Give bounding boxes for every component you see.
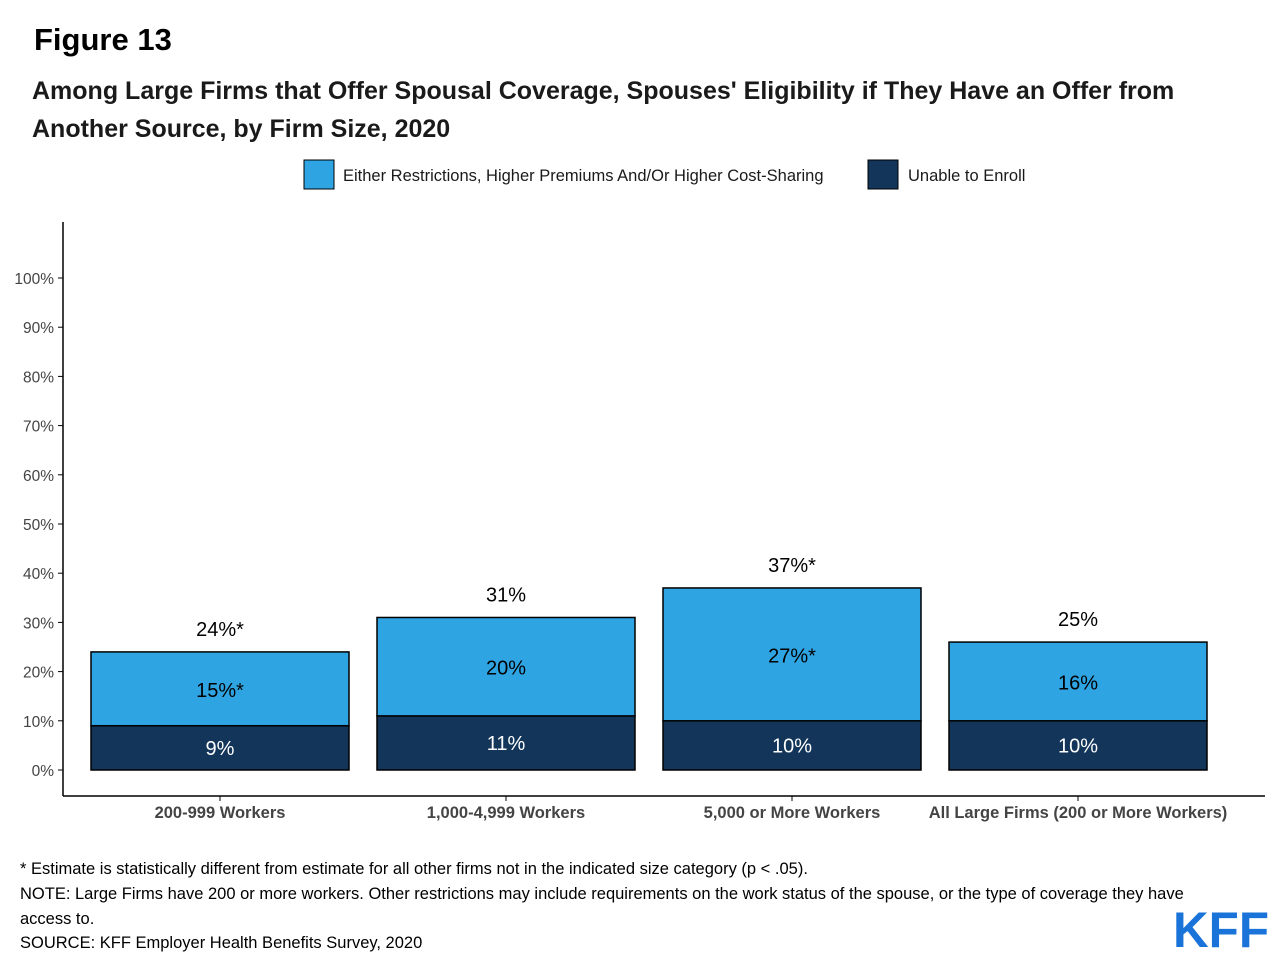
y-tick-label: 50%: [23, 517, 54, 534]
stacked-bar-chart: Either Restrictions, Higher Premiums And…: [14, 159, 1265, 822]
legend-swatch-0: [303, 159, 335, 190]
data-label-total: 24%*: [196, 619, 244, 641]
legend: Either Restrictions, Higher Premiums And…: [303, 159, 1025, 190]
bar-restrictions-1: [376, 616, 636, 717]
bar-unable-0: [90, 724, 350, 771]
x-tick-label: All Large Firms (200 or More Workers): [929, 804, 1228, 822]
y-tick-label: 60%: [23, 468, 54, 485]
x-tick-label: 5,000 or More Workers: [704, 804, 881, 822]
data-label-restrictions: 16%: [1058, 672, 1098, 694]
kff-logo: KFF: [1173, 906, 1269, 952]
data-label-restrictions: 20%: [486, 658, 526, 680]
data-label-total: 25%: [1058, 609, 1098, 631]
data-label-unable: 10%: [772, 735, 812, 757]
data-label-unable: 10%: [1058, 735, 1098, 757]
axes: 0% 10% 20% 30% 40% 50% 60% 70% 80% 90% 100% 200-999…: [14, 222, 1265, 822]
footnote-note: NOTE: Large Firms have 200 or more worke…: [20, 885, 1184, 928]
y-tick-label: 10%: [23, 714, 54, 731]
bar-unable-3: [948, 720, 1208, 771]
x-tick-label: 1,000-4,999 Workers: [427, 804, 585, 822]
bar-restrictions-2: [662, 587, 922, 722]
chart-title: Among Large Firms that Offer Spousal Cov…: [32, 77, 1175, 143]
y-tick-label: 40%: [23, 566, 54, 583]
bars: 9% 15%* 24%* 11% 20% 31% 10% 27%* 37%* 10% 16% 25%: [90, 555, 1208, 771]
data-label-unable: 9%: [206, 738, 235, 760]
footnote-source: SOURCE: KFF Employer Health Benefits Sur…: [20, 934, 423, 952]
bar-unable-2: [662, 720, 922, 771]
y-tick-label: 20%: [23, 665, 54, 682]
x-tick-label: 200-999 Workers: [155, 804, 286, 822]
y-tick-label: 30%: [23, 615, 54, 632]
data-label-restrictions: 15%*: [196, 680, 244, 702]
y-tick-label: 100%: [14, 271, 54, 288]
y-tick-label: 0%: [32, 763, 55, 780]
footnote-significance: * Estimate is statistically different fr…: [20, 860, 808, 878]
legend-swatch-1: [867, 159, 899, 190]
legend-label-1: Unable to Enroll: [908, 167, 1025, 185]
bar-unable-1: [376, 715, 636, 771]
bar-restrictions-0: [90, 651, 350, 727]
legend-label-0: Either Restrictions, Higher Premiums And…: [343, 167, 824, 185]
data-label-unable: 11%: [487, 733, 526, 755]
kff-logo-text: KFF: [1173, 906, 1269, 952]
figure-label: Figure 13: [34, 22, 172, 57]
y-tick-label: 90%: [23, 320, 54, 337]
bar-restrictions-3: [948, 641, 1208, 722]
data-label-total: 37%*: [768, 555, 816, 577]
y-tick-label: 80%: [23, 369, 54, 386]
data-label-total: 31%: [486, 584, 526, 606]
y-tick-label: 70%: [23, 419, 54, 436]
data-label-restrictions: 27%*: [768, 645, 816, 667]
